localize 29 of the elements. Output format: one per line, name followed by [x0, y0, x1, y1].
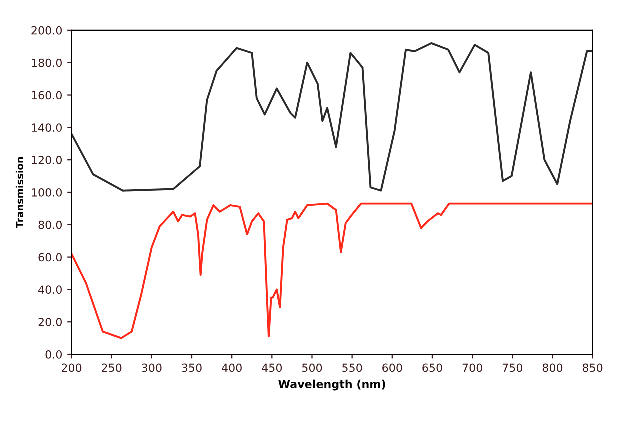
x-tick-label: 850 [582, 364, 603, 372]
x-tick-label: 400 [222, 364, 242, 372]
y-tick-label: 140.0 [32, 124, 62, 132]
y-tick-label: 20.0 [38, 318, 62, 326]
x-tick-label: 500 [302, 364, 322, 372]
x-tick-label: 650 [422, 364, 442, 372]
y-axis-title: Transmission [16, 157, 24, 228]
x-tick-label: 350 [182, 364, 202, 372]
x-axis-title: Wavelength (nm) [278, 380, 386, 391]
y-tick-label: 80.0 [38, 220, 62, 230]
x-tick-label: 250 [102, 364, 122, 372]
x-tick-label: 300 [142, 364, 162, 372]
y-tick-label: 40.0 [38, 286, 62, 294]
x-tick-label: 600 [382, 364, 402, 372]
x-tick-label: 750 [502, 364, 523, 372]
line-series [72, 202, 593, 340]
line-series [72, 42, 593, 192]
y-tick-label: 160.0 [32, 91, 62, 100]
x-tick-label: 800 [542, 364, 563, 372]
y-tick-label: 180.0 [32, 58, 62, 68]
x-tick-label: 200 [62, 364, 82, 372]
x-tick-label: 700 [462, 364, 482, 372]
y-tick-label: 120.0 [32, 156, 62, 164]
x-tick-label: 450 [262, 364, 282, 372]
x-tick-label: 550 [342, 364, 362, 372]
y-tick-label: 200.0 [32, 26, 62, 35]
y-tick-label: 60.0 [38, 253, 62, 262]
y-tick-label: 0.0 [46, 350, 62, 359]
y-tick-label: 100.0 [32, 188, 62, 197]
